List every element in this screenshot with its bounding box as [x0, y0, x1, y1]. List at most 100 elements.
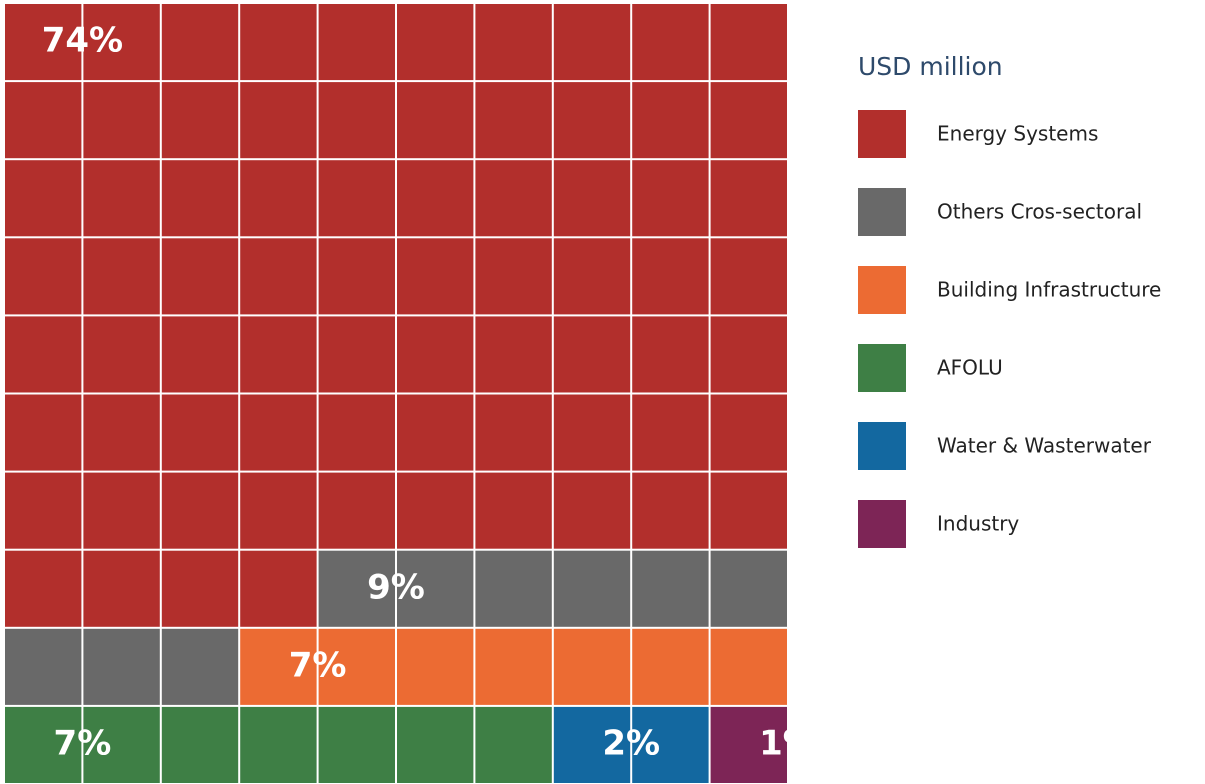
legend-label: AFOLU [937, 356, 1003, 380]
waffle-cell [632, 238, 709, 315]
waffle-cell [240, 394, 317, 471]
waffle-cell [397, 4, 474, 81]
waffle-cell [5, 316, 82, 393]
waffle-cell [397, 394, 474, 471]
legend-swatch [858, 266, 906, 314]
waffle-cell [318, 628, 395, 705]
waffle-cell [161, 472, 239, 549]
waffle-cell [5, 82, 82, 159]
waffle-cell [240, 628, 317, 705]
segment-label: 2% [602, 723, 660, 763]
waffle-cell [240, 238, 317, 315]
waffle-cell [161, 550, 239, 627]
waffle-cell [5, 160, 82, 237]
waffle-cell [632, 316, 709, 393]
waffle-cell [632, 706, 709, 783]
waffle-cell [397, 706, 474, 783]
segment-label: 9% [367, 567, 425, 607]
waffle-cell [632, 160, 709, 237]
waffle-cell [240, 4, 317, 81]
waffle-cell [5, 472, 82, 549]
waffle-cell [161, 628, 239, 705]
waffle-cell [632, 628, 709, 705]
waffle-cell [632, 472, 709, 549]
waffle-cell [397, 472, 474, 549]
waffle-cell [83, 160, 160, 237]
waffle-cell [710, 550, 787, 627]
waffle-cell [553, 4, 631, 81]
waffle-cell [318, 238, 395, 315]
waffle-cell [397, 628, 474, 705]
waffle-cell [710, 238, 787, 315]
waffle-cell [475, 160, 552, 237]
waffle-cell [5, 4, 82, 81]
waffle-cell [83, 394, 160, 471]
waffle-cell [475, 628, 552, 705]
waffle-cell [5, 706, 82, 783]
legend-swatch [858, 344, 906, 392]
waffle-cell [240, 316, 317, 393]
waffle-cell [710, 160, 787, 237]
legend-label: Energy Systems [937, 122, 1098, 146]
waffle-cell [553, 394, 631, 471]
waffle-cell [83, 238, 160, 315]
waffle-cell [553, 160, 631, 237]
legend-swatch [858, 110, 906, 158]
waffle-cell [710, 316, 787, 393]
waffle-cell [553, 82, 631, 159]
waffle-cell [318, 316, 395, 393]
waffle-cell [83, 4, 160, 81]
waffle-cell [475, 82, 552, 159]
waffle-cell [161, 160, 239, 237]
waffle-cell [397, 550, 474, 627]
waffle-cell [553, 238, 631, 315]
legend-label: Others Cros-sectoral [937, 200, 1142, 224]
waffle-cell [475, 316, 552, 393]
legend-swatch [858, 500, 906, 548]
waffle-cell [632, 82, 709, 159]
waffle-cell [553, 550, 631, 627]
waffle-cell [318, 550, 395, 627]
waffle-cell [710, 82, 787, 159]
waffle-cell [161, 316, 239, 393]
waffle-cell [83, 82, 160, 159]
segment-label: 7% [54, 723, 112, 763]
waffle-cell [475, 472, 552, 549]
waffle-cell [161, 238, 239, 315]
waffle-cell [632, 550, 709, 627]
waffle-cell [710, 394, 787, 471]
waffle-cell [710, 4, 787, 81]
waffle-cell [161, 394, 239, 471]
waffle-cell [161, 82, 239, 159]
waffle-cell [83, 706, 160, 783]
waffle-cell [710, 472, 787, 549]
waffle-cell [161, 706, 239, 783]
waffle-cell [475, 706, 552, 783]
waffle-cell [240, 160, 317, 237]
waffle-cell [83, 628, 160, 705]
waffle-cell [475, 238, 552, 315]
waffle-cell [318, 82, 395, 159]
waffle-cell [240, 82, 317, 159]
legend-label: Building Infrastructure [937, 278, 1161, 302]
waffle-cell [318, 4, 395, 81]
waffle-cell [475, 394, 552, 471]
waffle-cell [553, 316, 631, 393]
waffle-cell [240, 706, 317, 783]
waffle-cell [5, 394, 82, 471]
waffle-cell [710, 706, 787, 783]
waffle-cell [397, 160, 474, 237]
waffle-cell [397, 238, 474, 315]
waffle-cell [397, 316, 474, 393]
waffle-cell [240, 550, 317, 627]
waffle-cell [475, 550, 552, 627]
waffle-cell [83, 550, 160, 627]
waffle-cell [5, 628, 82, 705]
waffle-cell [83, 472, 160, 549]
waffle-cell [318, 706, 395, 783]
waffle-cell [475, 4, 552, 81]
legend-title: USD million [858, 52, 1003, 81]
waffle-cell [5, 238, 82, 315]
segment-label: 74% [42, 21, 123, 61]
waffle-cell [632, 4, 709, 81]
